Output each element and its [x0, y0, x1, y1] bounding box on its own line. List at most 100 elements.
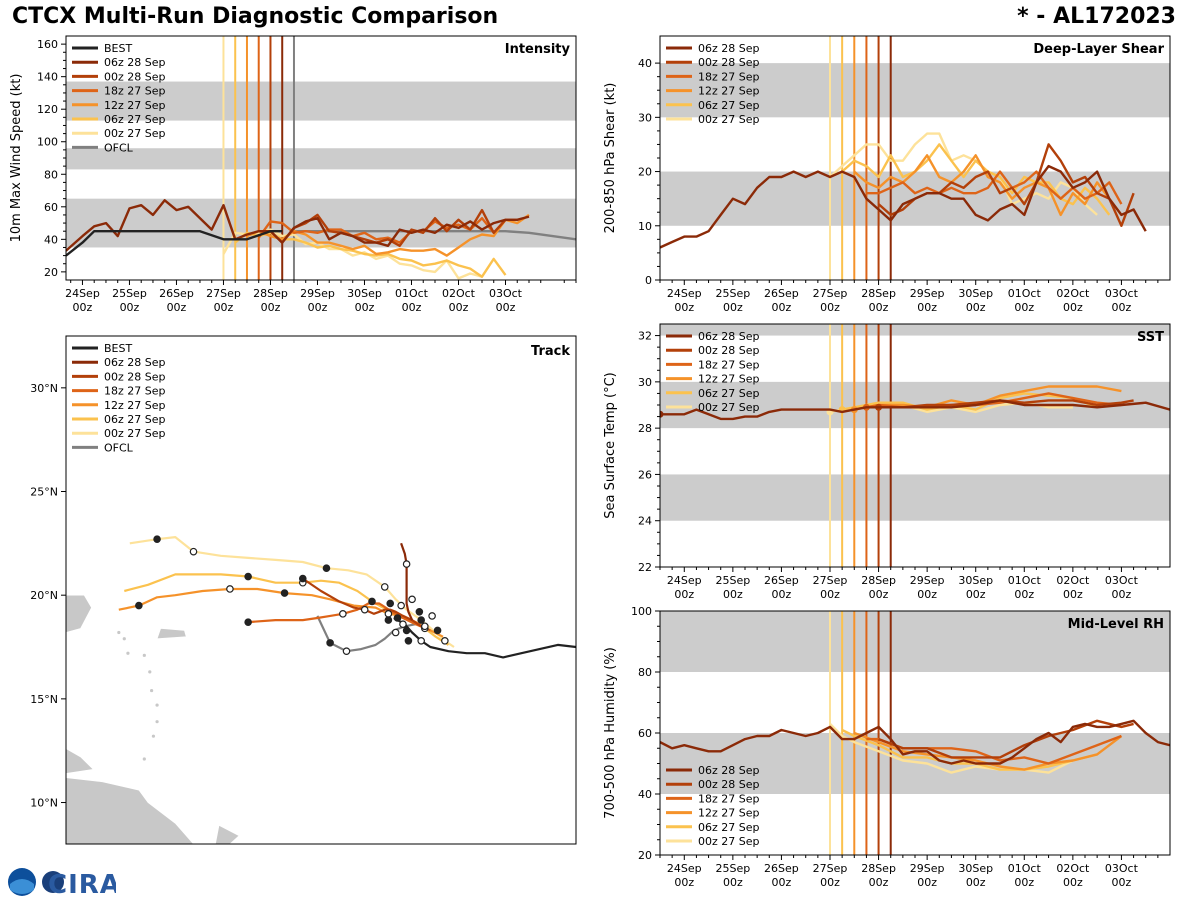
land-mass	[156, 628, 187, 640]
track-marker	[441, 636, 449, 645]
x-tick-label: 03Oct	[489, 287, 523, 300]
x-tick-label: 00z	[917, 876, 937, 889]
x-tick-label: 00z	[308, 301, 328, 314]
x-tick-label: 00z	[214, 301, 234, 314]
island	[126, 651, 130, 655]
y-tick-label: 20	[638, 849, 652, 862]
island	[155, 720, 159, 724]
x-tick-label: 00z	[73, 301, 93, 314]
x-tick-label: 29Sep	[300, 287, 335, 300]
y-axis-label: 200-850 hPa Shear (kt)	[603, 83, 618, 234]
land-mass	[66, 777, 194, 844]
legend-label: 00z 27 Sep	[698, 401, 760, 414]
shaded-band	[660, 611, 1170, 672]
storm-id: * - AL172023	[1017, 4, 1176, 29]
y-tick-label: 80	[638, 666, 652, 679]
legend-label: 06z 27 Sep	[104, 113, 166, 126]
series-line	[257, 216, 518, 244]
legend-label: BEST	[104, 42, 132, 55]
shaded-band	[66, 81, 576, 121]
y-tick-label: 32	[638, 330, 652, 343]
shaded-band	[660, 474, 1170, 521]
x-tick-label: 25Sep	[715, 862, 750, 875]
y-tick-label: 25°N	[30, 486, 58, 499]
x-tick-label: 00z	[1063, 301, 1083, 314]
track-marker	[397, 601, 405, 610]
y-axis-label: 700-500 hPa Humidity (%)	[603, 647, 618, 819]
panel-sst: 22242628303224Sep00z25Sep00z26Sep00z27Se…	[603, 323, 1171, 601]
legend-label: 00z 28 Sep	[698, 778, 760, 791]
series-line	[829, 132, 1098, 216]
legend-label: 18z 27 Sep	[104, 85, 166, 98]
x-tick-label: 00z	[772, 588, 792, 601]
panel-title: Intensity	[505, 42, 571, 57]
x-tick-label: 00z	[402, 301, 422, 314]
y-tick-label: 10°N	[30, 797, 58, 810]
island	[155, 703, 159, 707]
y-tick-label: 0	[645, 274, 652, 287]
x-tick-label: 27Sep	[813, 574, 848, 587]
track-marker	[280, 589, 289, 597]
legend-label: 00z 27 Sep	[104, 127, 166, 140]
track-marker	[404, 636, 413, 645]
x-tick-label: 00z	[917, 301, 937, 314]
legend-label: 00z 27 Sep	[104, 427, 166, 440]
panel-title: SST	[1137, 330, 1164, 345]
panel-shear: 01020304024Sep00z25Sep00z26Sep00z27Sep00…	[603, 35, 1171, 314]
legend-label: 06z 28 Sep	[698, 42, 760, 55]
x-tick-label: 24Sep	[667, 862, 702, 875]
x-tick-label: 00z	[772, 876, 792, 889]
y-tick-label: 60	[638, 727, 652, 740]
island	[122, 637, 126, 641]
island	[142, 653, 146, 657]
panel-title: Deep-Layer Shear	[1033, 42, 1164, 57]
x-tick-label: 00z	[120, 301, 140, 314]
track-marker	[386, 599, 395, 608]
x-tick-label: 00z	[772, 301, 792, 314]
x-tick-label: 26Sep	[764, 574, 799, 587]
shaded-band	[660, 324, 1170, 336]
plot-area	[660, 324, 1170, 567]
series-line	[66, 199, 530, 252]
x-tick-label: 00z	[869, 588, 889, 601]
y-tick-label: 10	[638, 220, 652, 233]
track-marker	[339, 610, 347, 618]
y-axis-label: 10m Max Wind Speed (kt)	[9, 74, 24, 243]
x-tick-label: 00z	[966, 588, 986, 601]
x-tick-label: 00z	[167, 301, 187, 314]
legend-label: 00z 27 Sep	[698, 835, 760, 848]
legend-label: 06z 27 Sep	[698, 99, 760, 112]
y-tick-label: 140	[37, 71, 58, 84]
legend-label: 06z 28 Sep	[104, 356, 166, 369]
x-tick-label: 00z	[1112, 588, 1132, 601]
track-marker	[417, 616, 425, 624]
series-line	[246, 213, 530, 257]
x-tick-label: 00z	[449, 301, 469, 314]
x-tick-label: 24Sep	[65, 287, 100, 300]
track-marker	[360, 605, 369, 614]
plot-area	[660, 36, 1170, 280]
series-start-point	[660, 410, 664, 418]
noaa-logo-wave	[10, 879, 34, 894]
x-tick-label: 30Sep	[347, 287, 382, 300]
y-tick-label: 15°N	[30, 693, 58, 706]
x-tick-label: 00z	[966, 301, 986, 314]
track-marker	[399, 620, 407, 629]
track-line	[400, 542, 414, 621]
x-tick-label: 24Sep	[667, 287, 702, 300]
track-line	[316, 615, 416, 653]
x-tick-label: 00z	[966, 876, 986, 889]
panel-intensity: 2040608010012014016024Sep00z25Sep00z26Se…	[9, 35, 577, 314]
island	[142, 757, 146, 761]
legend-label: 18z 27 Sep	[698, 70, 760, 83]
shaded-band	[66, 148, 576, 170]
track-marker	[380, 583, 389, 591]
x-tick-label: 00z	[820, 301, 840, 314]
island	[117, 630, 121, 635]
x-tick-label: 25Sep	[715, 574, 750, 587]
series-line	[841, 728, 1098, 771]
x-tick-label: 27Sep	[813, 287, 848, 300]
